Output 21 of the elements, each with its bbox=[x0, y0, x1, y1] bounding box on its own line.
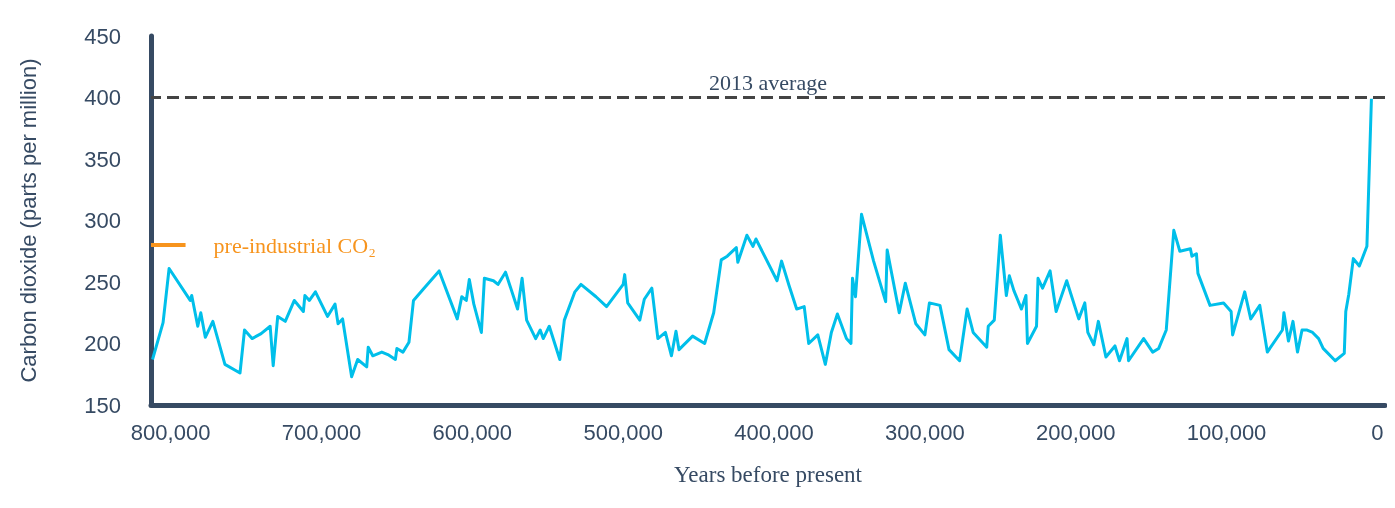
x-tick-label: 300,000 bbox=[885, 419, 965, 445]
x-tick-label: 400,000 bbox=[734, 419, 814, 445]
y-tick-label: 300 bbox=[84, 208, 121, 233]
y-axis-title: Carbon dioxide (parts per million) bbox=[15, 58, 41, 383]
ref-line-label: 2013 average bbox=[709, 70, 827, 95]
y-tick-label: 450 bbox=[84, 23, 121, 49]
x-tick-label: 0 bbox=[1371, 419, 1384, 445]
x-axis-title: Years before present bbox=[674, 462, 863, 487]
x-tick-label: 600,000 bbox=[432, 419, 513, 445]
x-tick-label: 700,000 bbox=[281, 419, 362, 445]
y-tick-label: 200 bbox=[84, 331, 121, 356]
ref-line-label: pre-industrial CO₂ bbox=[213, 232, 376, 258]
x-tick-label: 100,000 bbox=[1186, 419, 1267, 445]
x-tick-label: 800,000 bbox=[130, 419, 211, 445]
x-tick-label: 500,000 bbox=[583, 419, 663, 445]
y-tick-label: 400 bbox=[84, 85, 121, 110]
y-tick-label: 250 bbox=[84, 269, 121, 295]
x-tick-label: 200,000 bbox=[1035, 419, 1116, 445]
y-tick-label: 350 bbox=[84, 146, 121, 172]
y-tick-label: 150 bbox=[84, 392, 121, 418]
line-series bbox=[151, 97, 1373, 379]
